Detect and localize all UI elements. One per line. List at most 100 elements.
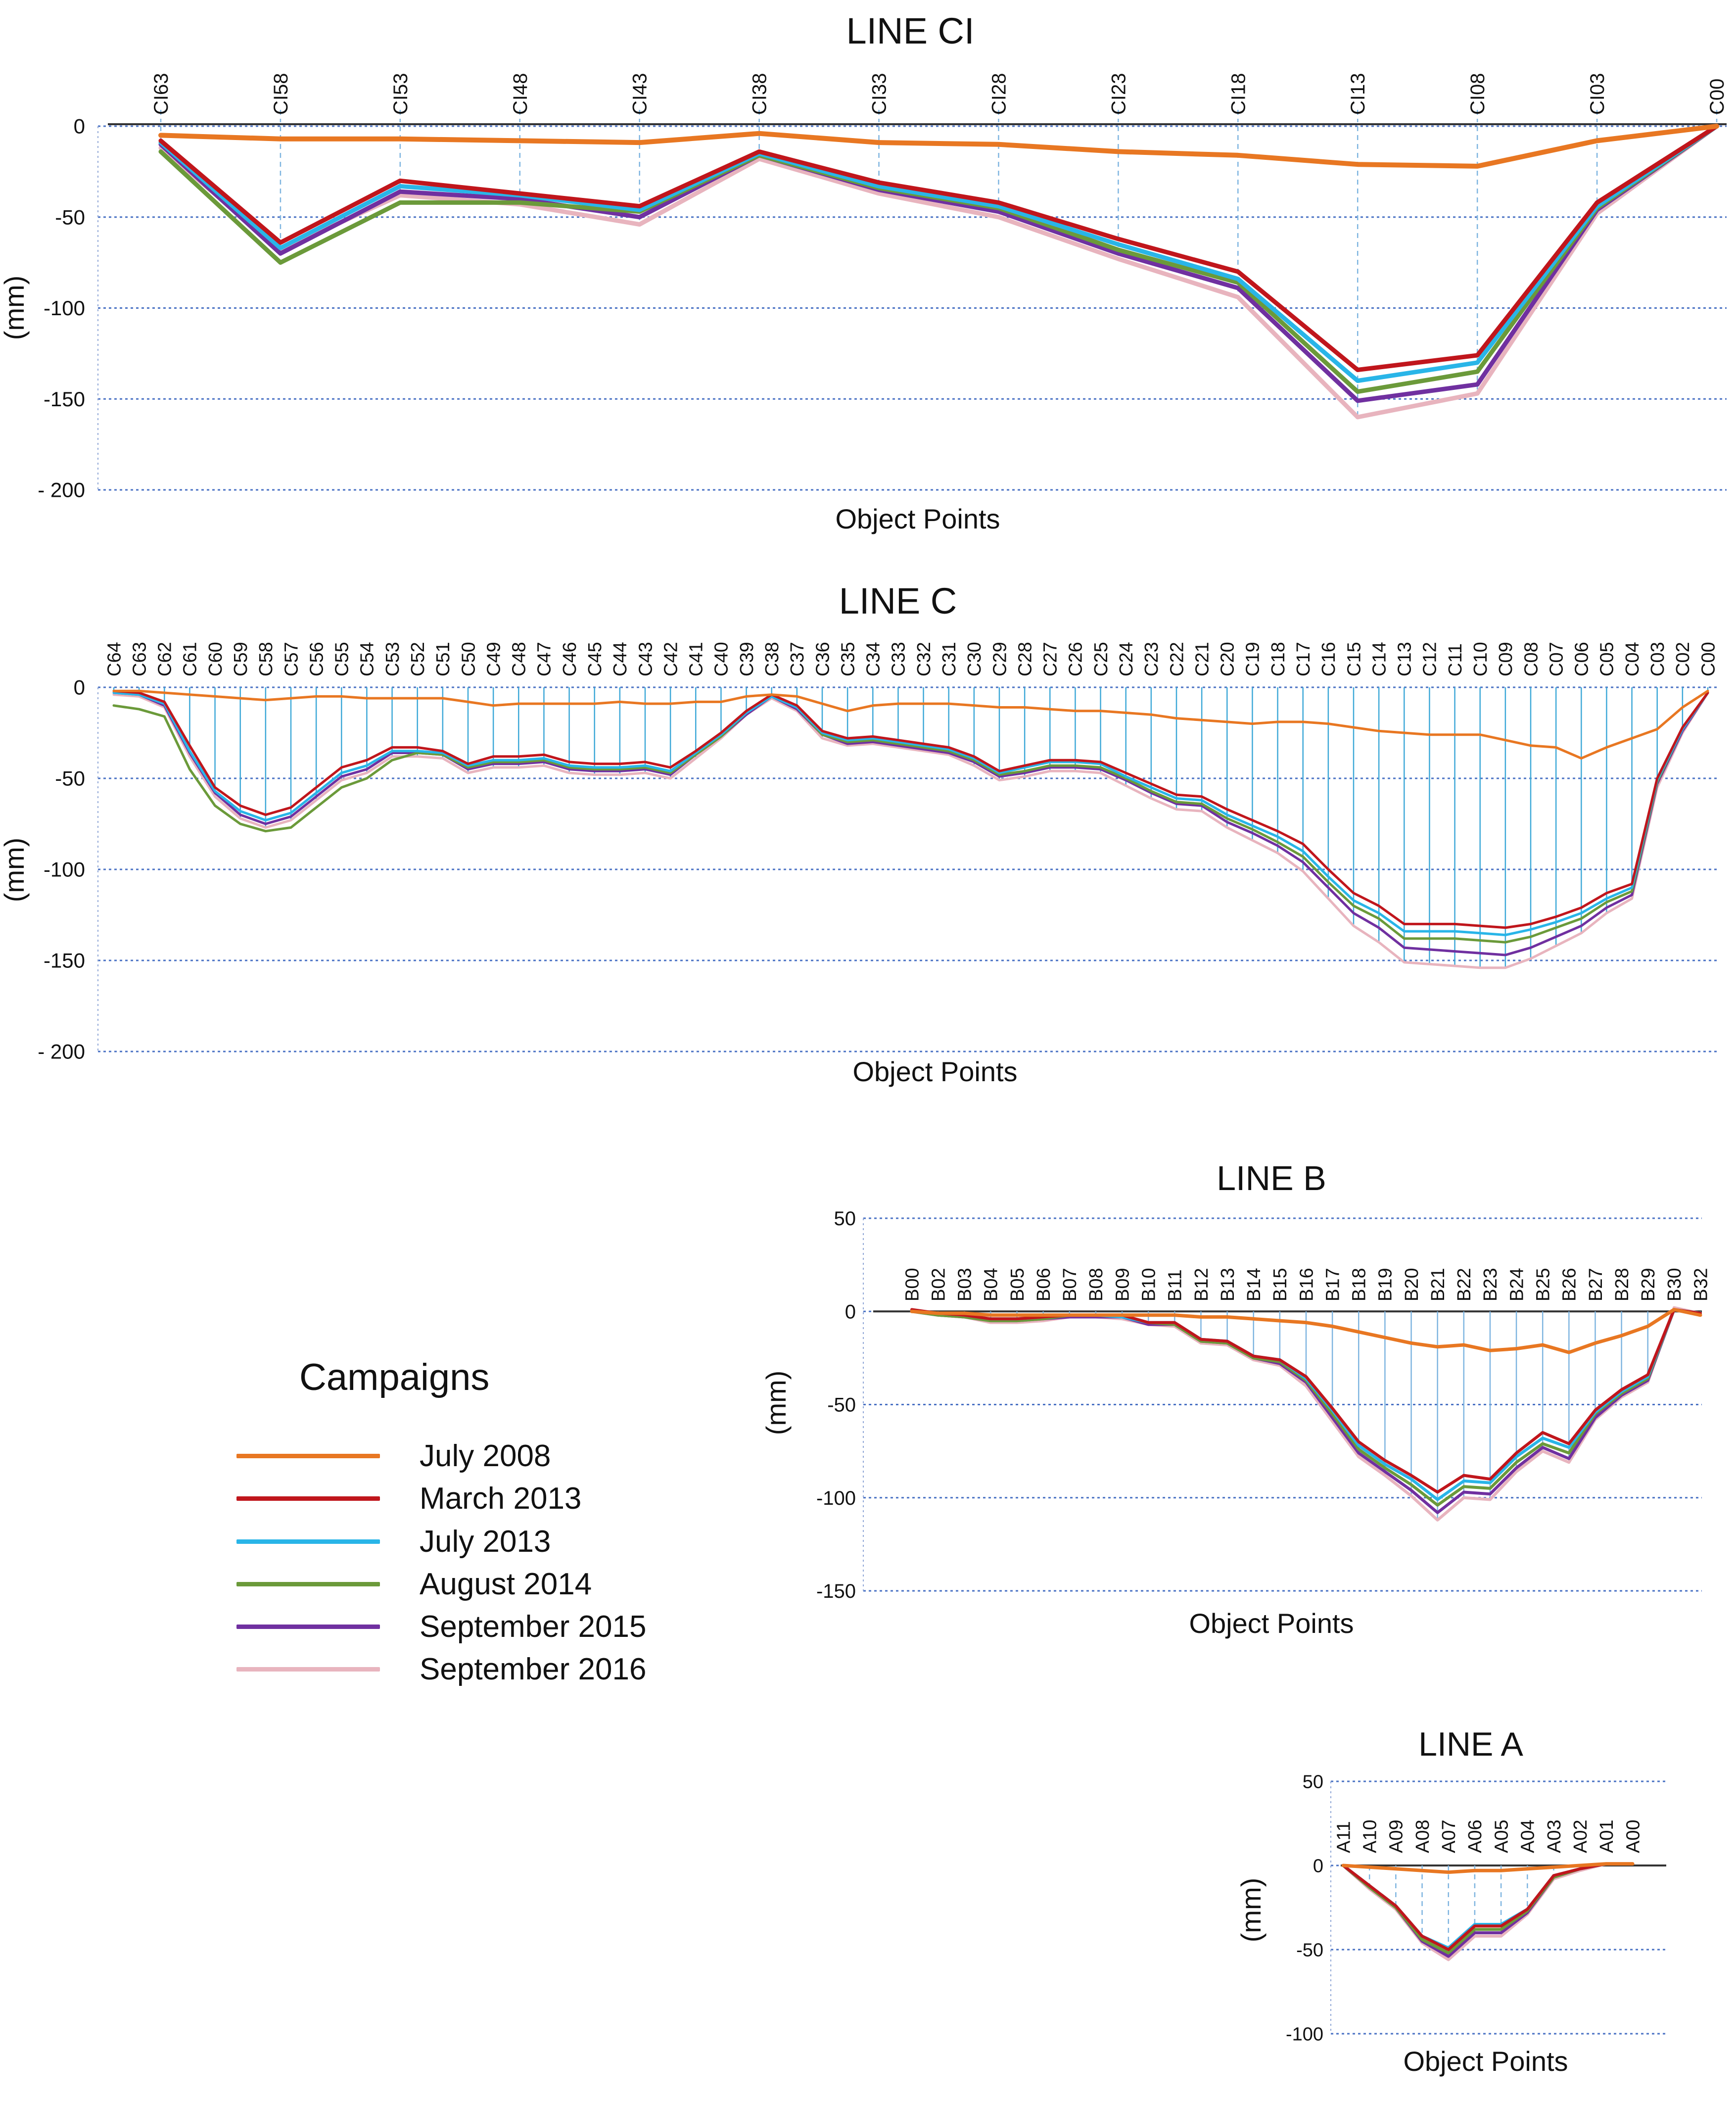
series-line-july-2008 (1341, 1862, 1635, 1874)
x-category-label: C25 (1091, 642, 1112, 676)
series-line-september-2015 (112, 691, 1709, 956)
x-category-label: B27 (1586, 1268, 1606, 1301)
x-category-label: C64 (104, 642, 125, 676)
x-axis-label: Object Points (1403, 2046, 1568, 2077)
legend-item: August 2014 (236, 1567, 592, 1601)
y-tick-label: -100 (1286, 2024, 1323, 2045)
series-line-september-2016 (112, 691, 1709, 969)
x-category-label: A02 (1570, 1819, 1591, 1853)
x-category-label: C44 (610, 642, 631, 676)
x-category-label: C03 (1647, 642, 1668, 676)
x-category-label: CI43 (629, 73, 651, 115)
x-category-label: CI53 (390, 73, 412, 115)
x-category-label: C00 (1698, 642, 1719, 676)
x-category-label: A01 (1596, 1819, 1617, 1853)
y-tick-label: 0 (1313, 1856, 1323, 1876)
x-category-label: A08 (1412, 1819, 1433, 1853)
x-category-label: B10 (1139, 1268, 1160, 1301)
y-tick-label: -50 (55, 205, 85, 229)
legend-label: July 2013 (420, 1524, 551, 1559)
x-category-label: CI18 (1227, 73, 1249, 115)
x-category-label: B22 (1454, 1268, 1475, 1301)
x-category-label: C60 (205, 642, 226, 676)
x-category-label: C12 (1420, 642, 1441, 676)
x-category-label: B04 (981, 1268, 1002, 1301)
x-category-label: B20 (1402, 1268, 1422, 1301)
x-category-label: C26 (1066, 642, 1086, 676)
legend-label: August 2014 (420, 1567, 592, 1601)
x-category-label: C09 (1496, 642, 1516, 676)
x-category-label: C48 (509, 642, 530, 676)
x-category-label: C57 (281, 642, 302, 676)
legend-item: July 2008 (236, 1438, 551, 1473)
y-tick-label: - 200 (38, 478, 85, 502)
x-category-label: B30 (1664, 1268, 1685, 1301)
legend-swatch (236, 1624, 380, 1629)
x-category-label: C04 (1622, 642, 1643, 676)
x-category-label: B08 (1086, 1268, 1107, 1301)
series-line-july-2013 (158, 124, 1719, 383)
y-tick-label: -100 (44, 296, 85, 320)
legend-title: Campaigns (299, 1356, 490, 1398)
x-category-label: A10 (1360, 1819, 1380, 1853)
x-category-label: C06 (1572, 642, 1593, 676)
x-category-label: C18 (1268, 642, 1289, 676)
x-category-label: B19 (1375, 1268, 1396, 1301)
legend-swatch (236, 1539, 380, 1544)
x-category-label: C05 (1597, 642, 1618, 676)
x-category-label: C14 (1369, 642, 1390, 676)
x-category-label: CI38 (749, 73, 771, 115)
series-line-march-2013 (158, 124, 1719, 372)
x-category-label: C40 (711, 642, 732, 676)
y-tick-label: 0 (74, 115, 85, 138)
x-category-label: C39 (737, 642, 757, 676)
x-category-label: C43 (635, 642, 656, 676)
x-category-label: C55 (332, 642, 353, 676)
chart-title: LINE CI (846, 10, 974, 51)
x-category-label: A06 (1465, 1819, 1486, 1853)
x-category-label: B15 (1270, 1268, 1291, 1301)
series-line-september-2015 (1342, 1862, 1634, 1958)
x-category-label: B14 (1244, 1268, 1265, 1301)
legend-item: September 2016 (236, 1652, 646, 1686)
x-category-label: C51 (433, 642, 454, 676)
x-category-label: CI63 (150, 73, 172, 115)
series-line-july-2008 (158, 124, 1719, 169)
legend-swatch (236, 1667, 380, 1672)
x-category-label: A11 (1333, 1821, 1354, 1853)
x-category-label: C27 (1040, 642, 1061, 676)
legend-label: March 2013 (420, 1481, 582, 1516)
x-category-label: C38 (762, 642, 783, 676)
x-category-label: C30 (964, 642, 985, 676)
y-tick-label: -150 (44, 387, 85, 411)
x-category-label: C59 (231, 642, 251, 676)
legend-label: July 2008 (420, 1438, 551, 1473)
x-category-label: B12 (1191, 1268, 1212, 1301)
y-tick-label: -50 (55, 767, 85, 790)
x-category-label: C15 (1344, 642, 1364, 676)
chart-line-a: LINE A 50 0 -50 -100 A11 A10 A09 A08 A07 A06 A05 A04… (1235, 1725, 1666, 2077)
x-category-label: CI03 (1587, 73, 1608, 115)
x-category-label: C02 (1673, 642, 1693, 676)
x-category-label: C58 (256, 642, 277, 676)
x-category-label: B13 (1218, 1268, 1238, 1301)
y-tick-label: 0 (74, 676, 85, 699)
x-category-label: C32 (914, 642, 935, 676)
x-category-label: B32 (1690, 1268, 1711, 1301)
x-category-label: B29 (1638, 1268, 1659, 1301)
x-category-label: C28 (1015, 642, 1035, 676)
x-category-label: A05 (1491, 1819, 1512, 1853)
series-line-july-2013 (112, 691, 1709, 936)
series-line-september-2015 (158, 124, 1719, 403)
x-category-label: C13 (1395, 642, 1415, 676)
x-category-label: B06 (1033, 1268, 1054, 1301)
x-category-label: CI13 (1347, 73, 1369, 115)
x-category-label: C24 (1116, 642, 1137, 676)
y-tick-label: -150 (44, 949, 85, 972)
chart-title: LINE A (1418, 1725, 1523, 1763)
legend-item: September 2015 (236, 1609, 646, 1644)
series-line-september-2016 (1342, 1862, 1634, 1961)
series-line-march-2013 (112, 689, 1709, 929)
x-category-label: B25 (1533, 1268, 1554, 1301)
